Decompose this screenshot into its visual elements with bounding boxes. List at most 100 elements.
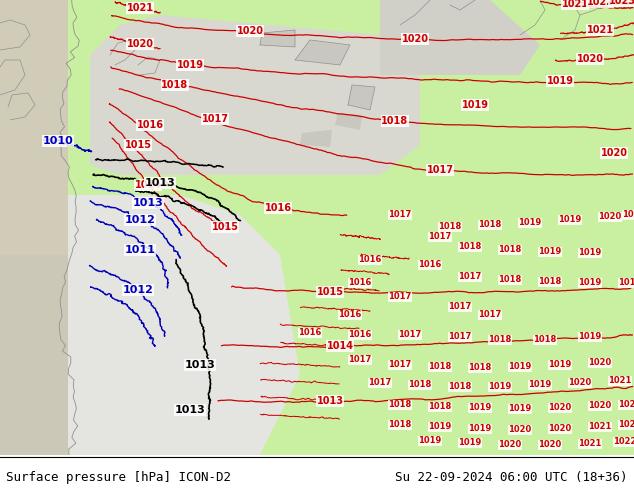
Text: 1018: 1018 <box>162 80 188 90</box>
Text: 1019: 1019 <box>458 438 482 447</box>
Polygon shape <box>295 40 350 65</box>
Text: 1018: 1018 <box>408 380 432 389</box>
Text: 1017: 1017 <box>448 302 472 311</box>
Text: 1019: 1019 <box>578 278 602 287</box>
Text: 1019: 1019 <box>578 248 602 257</box>
Text: 1016: 1016 <box>339 310 361 319</box>
Text: 1021: 1021 <box>127 3 153 13</box>
Text: 1019: 1019 <box>508 362 532 371</box>
Text: 1017: 1017 <box>479 310 501 319</box>
Text: 1019: 1019 <box>469 424 491 433</box>
Text: 1017: 1017 <box>398 330 422 339</box>
Text: 1018: 1018 <box>382 116 408 126</box>
Text: 1015: 1015 <box>316 287 344 297</box>
Text: 1018: 1018 <box>469 363 491 372</box>
Text: 1018: 1018 <box>498 245 522 254</box>
Text: 1020: 1020 <box>548 424 572 433</box>
Text: 1013: 1013 <box>184 360 216 370</box>
Text: 1022: 1022 <box>618 420 634 429</box>
Text: 1018: 1018 <box>429 362 451 371</box>
Text: 1020: 1020 <box>588 358 612 368</box>
Text: 1020: 1020 <box>127 39 153 49</box>
Text: 1017: 1017 <box>389 360 411 369</box>
Text: 1014: 1014 <box>327 341 354 351</box>
Text: 1018: 1018 <box>488 335 512 344</box>
Text: 1019: 1019 <box>578 332 602 342</box>
Text: 1018: 1018 <box>389 420 411 429</box>
Polygon shape <box>260 30 295 47</box>
Text: 1021: 1021 <box>588 422 612 431</box>
Text: 1013: 1013 <box>133 198 164 208</box>
Polygon shape <box>0 0 68 255</box>
Polygon shape <box>380 0 540 75</box>
Text: 1013: 1013 <box>316 396 344 406</box>
Text: 1012: 1012 <box>124 215 155 225</box>
Polygon shape <box>90 15 420 175</box>
Text: Su 22-09-2024 06:00 UTC (18+36): Su 22-09-2024 06:00 UTC (18+36) <box>395 471 628 484</box>
Text: 1018: 1018 <box>498 275 522 284</box>
Text: 1016: 1016 <box>348 278 372 287</box>
Text: 1017: 1017 <box>368 378 392 387</box>
Text: 1021: 1021 <box>608 376 631 385</box>
Text: 1015: 1015 <box>212 222 238 232</box>
Text: 1018: 1018 <box>429 402 451 411</box>
Text: 1020: 1020 <box>600 148 628 158</box>
Text: 1020: 1020 <box>623 210 634 220</box>
Text: 1021: 1021 <box>586 25 614 35</box>
Text: 1018: 1018 <box>448 382 472 391</box>
Text: 1018: 1018 <box>479 220 501 229</box>
Text: 1011: 1011 <box>124 245 155 255</box>
Text: 1016: 1016 <box>299 328 321 337</box>
Text: 1020: 1020 <box>538 440 562 449</box>
Text: 1017: 1017 <box>429 232 451 242</box>
Text: 1019: 1019 <box>559 216 581 224</box>
Text: 1016: 1016 <box>348 330 372 339</box>
Text: 1020: 1020 <box>498 440 522 449</box>
Text: 1021: 1021 <box>562 0 588 9</box>
Polygon shape <box>68 0 634 455</box>
Text: 1013: 1013 <box>145 178 176 188</box>
Text: 1021: 1021 <box>618 400 634 409</box>
Text: 1013: 1013 <box>174 405 205 415</box>
Text: 1017: 1017 <box>202 114 228 124</box>
Text: 1021: 1021 <box>578 439 602 448</box>
Text: 1016: 1016 <box>418 260 442 270</box>
Text: 1020: 1020 <box>588 401 612 410</box>
Polygon shape <box>0 0 68 455</box>
Text: 1015: 1015 <box>124 140 152 150</box>
Text: 1017: 1017 <box>427 165 453 175</box>
Text: 1023: 1023 <box>609 0 634 6</box>
Polygon shape <box>335 113 362 130</box>
Text: 1022: 1022 <box>613 437 634 446</box>
Text: 1014: 1014 <box>134 180 162 190</box>
Text: 1022: 1022 <box>586 0 614 7</box>
Text: 1017: 1017 <box>389 293 411 301</box>
Text: 1020: 1020 <box>598 212 621 221</box>
Polygon shape <box>68 195 300 455</box>
Text: 1019: 1019 <box>528 380 552 389</box>
Text: 1018: 1018 <box>458 243 482 251</box>
Text: 1020: 1020 <box>548 403 572 412</box>
Text: 1017: 1017 <box>389 210 411 220</box>
Text: 1016: 1016 <box>136 120 164 130</box>
Text: 1019: 1019 <box>547 76 574 86</box>
Text: Surface pressure [hPa] ICON-D2: Surface pressure [hPa] ICON-D2 <box>6 471 231 484</box>
Text: 1012: 1012 <box>122 285 153 295</box>
Text: 1019: 1019 <box>176 60 204 70</box>
Text: 1020: 1020 <box>576 54 604 64</box>
Text: 1019: 1019 <box>538 247 562 256</box>
Text: 1019: 1019 <box>618 278 634 287</box>
Text: 1019: 1019 <box>519 219 541 227</box>
Text: 1018: 1018 <box>533 335 557 344</box>
Text: 1020: 1020 <box>568 378 592 387</box>
Text: 1018: 1018 <box>389 400 411 409</box>
Text: 1019: 1019 <box>418 436 442 445</box>
Polygon shape <box>348 85 375 110</box>
Text: 1019: 1019 <box>429 422 451 431</box>
Text: 1019: 1019 <box>548 360 572 369</box>
Text: 1016: 1016 <box>358 255 382 264</box>
Text: 1010: 1010 <box>42 136 74 146</box>
Text: 1019: 1019 <box>469 403 491 412</box>
Text: 1020: 1020 <box>401 34 429 44</box>
Text: 1017: 1017 <box>348 355 372 364</box>
